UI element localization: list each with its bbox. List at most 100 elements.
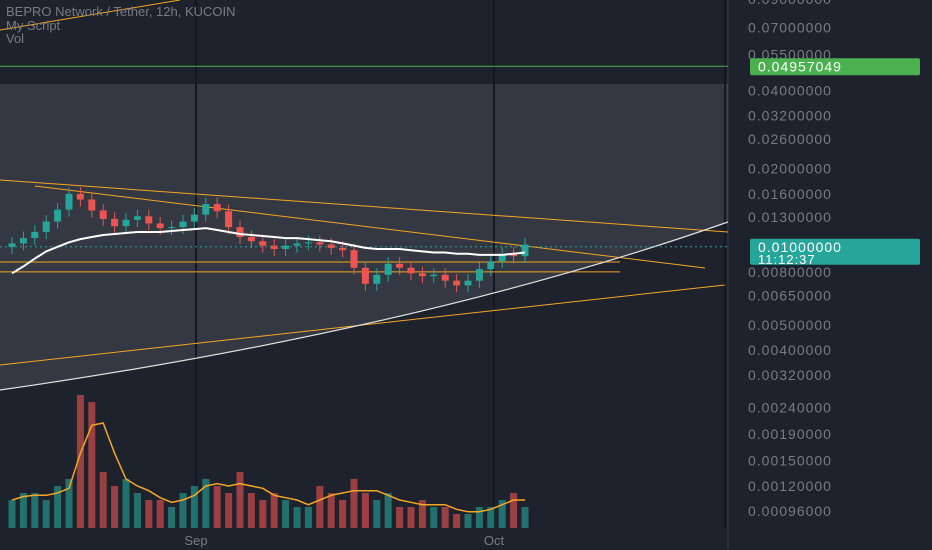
price-tick-label: 0.00650000: [748, 287, 832, 303]
volume-bar: [225, 493, 233, 528]
volume-bar: [8, 500, 16, 528]
volume-bar: [236, 472, 244, 528]
candle-body: [418, 273, 426, 277]
volume-bar: [327, 493, 335, 528]
volume-bar: [122, 479, 130, 528]
candle-body: [396, 263, 404, 268]
candle-body: [225, 211, 233, 228]
time-tick-label: Sep: [184, 533, 207, 548]
candle-body: [282, 245, 290, 250]
candle-body: [475, 269, 483, 281]
price-axis-labels[interactable]: 0.090000000.070000000.055000000.04000000…: [748, 0, 920, 519]
volume-bar: [156, 500, 164, 528]
candle-body: [498, 253, 506, 262]
ma-layer: [11, 227, 526, 275]
current-price-label: 0.01000000: [758, 239, 842, 255]
shaded-arc-region: [0, 84, 728, 390]
volume-bar: [111, 486, 119, 528]
candle-body: [430, 274, 438, 277]
volume-bar: [133, 493, 141, 528]
volume-bar: [418, 500, 426, 528]
volume-bar: [384, 493, 392, 528]
price-tick-label: 0.00320000: [748, 367, 832, 383]
volume-bar: [259, 500, 267, 528]
candle-body: [350, 250, 358, 268]
current-price-badge: [750, 238, 920, 265]
candle-body: [190, 214, 198, 222]
price-tick-label: 0.02000000: [748, 161, 832, 177]
volume-legend[interactable]: Vol: [6, 31, 25, 46]
price-tick-label: 0.03200000: [748, 108, 832, 124]
candle-body: [441, 274, 449, 281]
volume-bar: [498, 500, 506, 528]
level-price-label: 0.04957049: [758, 58, 842, 74]
price-tick-label: 0.00150000: [748, 453, 832, 469]
candle-body: [259, 241, 267, 246]
candle-body: [133, 216, 141, 220]
volume-bar: [441, 507, 449, 528]
volume-bar: [475, 507, 483, 528]
volume-bar: [510, 493, 518, 528]
candle-body: [361, 267, 369, 284]
volume-bar: [282, 500, 290, 528]
price-tick-label: 0.00096000: [748, 503, 832, 519]
script-legend[interactable]: My Script: [6, 18, 61, 33]
candle-body: [99, 210, 107, 219]
volume-bar: [487, 507, 495, 528]
volume-bar: [65, 479, 73, 528]
moving-average-line: [11, 227, 526, 275]
candle-body: [8, 243, 16, 247]
candle-body: [168, 227, 176, 229]
trendline-upper-left: [0, 0, 181, 31]
volume-bar: [99, 472, 107, 528]
candle-body: [76, 193, 84, 200]
candle-body: [453, 280, 461, 286]
candle-body: [373, 274, 381, 284]
price-tick-label: 0.00500000: [748, 317, 832, 333]
volume-bar: [202, 479, 210, 528]
volume-bar: [31, 493, 39, 528]
volume-bar: [464, 514, 472, 528]
candle-body: [339, 247, 347, 251]
volume-bar: [76, 395, 84, 528]
candle-body: [65, 193, 73, 210]
candle-body: [316, 242, 324, 245]
candle-body: [247, 237, 255, 242]
price-tick-label: 0.04000000: [748, 82, 832, 98]
volume-bar: [430, 507, 438, 528]
trendline-layer: [0, 0, 729, 391]
chart-title[interactable]: BEPRO Network / Tether, 12h, KUCOIN: [6, 4, 236, 19]
candle-body: [407, 267, 415, 274]
candle-body: [236, 227, 244, 238]
volume-bar: [396, 507, 404, 528]
volume-bar: [361, 493, 369, 528]
price-tick-label: 0.00400000: [748, 342, 832, 358]
volume-bar: [270, 493, 278, 528]
price-tick-label: 0.02600000: [748, 131, 832, 147]
time-axis-labels[interactable]: Sep Oct: [184, 533, 504, 548]
time-tick-label: Oct: [484, 533, 505, 548]
candle-body: [521, 244, 529, 257]
candle-body: [304, 242, 312, 244]
volume-bar: [293, 507, 301, 528]
volume-bar: [54, 486, 62, 528]
volume-bar: [316, 486, 324, 528]
trendline-descending-upper: [0, 179, 729, 233]
price-tick-label: 0.00800000: [748, 264, 832, 280]
volume-bar: [521, 507, 529, 528]
candle-body: [54, 209, 62, 222]
candle-body: [19, 238, 27, 244]
price-tick-label: 0.07000000: [748, 19, 832, 35]
candle-body: [31, 231, 39, 239]
volume-bar: [373, 500, 381, 528]
price-axis-panel: [728, 0, 932, 550]
volume-bar: [88, 402, 96, 528]
candle-layer: [8, 187, 529, 293]
volume-bar: [453, 514, 461, 528]
candle-body: [202, 204, 210, 215]
price-tick-label: 0.00190000: [748, 426, 832, 442]
volume-bar: [42, 500, 50, 528]
volume-bar: [179, 493, 187, 528]
candle-body: [42, 221, 50, 232]
